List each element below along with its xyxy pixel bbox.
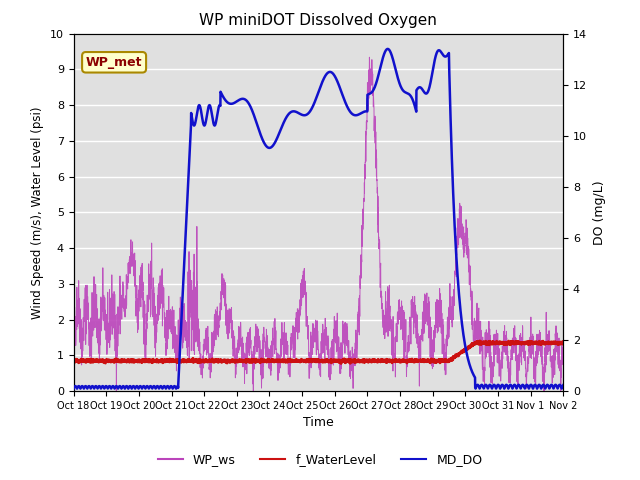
Y-axis label: DO (mg/L): DO (mg/L) <box>593 180 605 245</box>
Title: WP miniDOT Dissolved Oxygen: WP miniDOT Dissolved Oxygen <box>200 13 437 28</box>
Text: WP_met: WP_met <box>86 56 142 69</box>
X-axis label: Time: Time <box>303 417 334 430</box>
Legend: WP_ws, f_WaterLevel, MD_DO: WP_ws, f_WaterLevel, MD_DO <box>152 448 488 471</box>
Y-axis label: Wind Speed (m/s), Water Level (psi): Wind Speed (m/s), Water Level (psi) <box>31 106 44 319</box>
